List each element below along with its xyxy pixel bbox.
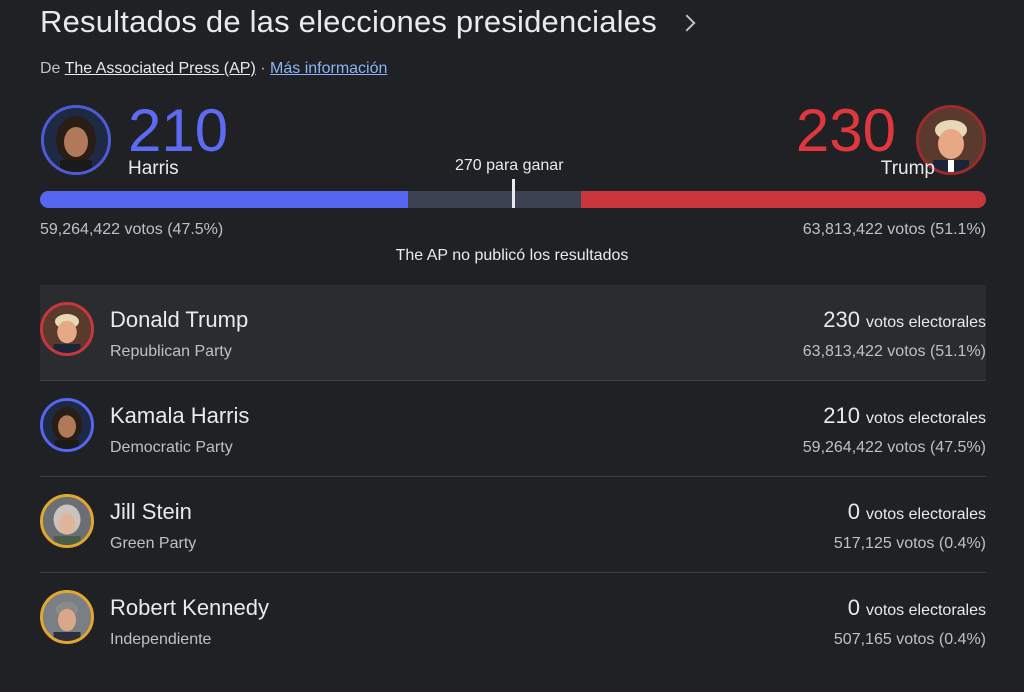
harris-label: Harris — [128, 158, 179, 179]
candidate-row-stein[interactable]: Jill Stein Green Party 0 votos electorale… — [40, 477, 986, 573]
electoral-count: 210 — [823, 403, 860, 428]
source-prefix: De — [40, 60, 61, 77]
harris-avatar — [41, 105, 111, 175]
trump-avatar — [40, 302, 94, 356]
electoral-votes: 230 votos electorales — [823, 307, 986, 333]
trump-label: Trump — [880, 158, 935, 179]
candidate-list: Donald Trump Republican Party 230 votos e… — [40, 285, 986, 669]
win-threshold-marker — [512, 179, 515, 208]
candidate-row-harris[interactable]: Kamala Harris Democratic Party 210 votos … — [40, 381, 986, 477]
trump-popular-votes: 63,813,422 votos (51.1%) — [802, 221, 986, 238]
electoral-label: votos electorales — [865, 410, 986, 427]
candidate-name: Kamala Harris — [110, 403, 250, 428]
candidate-row-kennedy[interactable]: Robert Kennedy Independiente 0 votos elec… — [40, 573, 986, 669]
candidate-name: Donald Trump — [110, 307, 249, 332]
ap-link[interactable]: The Associated Press (AP) — [64, 60, 256, 77]
page-title[interactable]: Resultados de las elecciones presidencia… — [40, 4, 657, 39]
trump-bar-fill — [581, 191, 986, 208]
popular-votes: 59,264,422 votos (47.5%) — [802, 439, 986, 456]
candidate-name: Robert Kennedy — [110, 595, 269, 620]
candidate-party: Independiente — [110, 631, 212, 648]
chevron-right-icon[interactable] — [678, 14, 696, 32]
popular-votes: 517,125 votos (0.4%) — [833, 535, 986, 552]
candidate-name: Jill Stein — [110, 499, 192, 524]
popular-votes: 507,165 votos (0.4%) — [833, 631, 986, 648]
harris-avatar — [40, 398, 94, 452]
stein-avatar — [40, 494, 94, 548]
candidate-party: Republican Party — [110, 343, 232, 360]
source-line: De The Associated Press (AP) · Más infor… — [40, 60, 387, 78]
candidate-party: Green Party — [110, 535, 197, 552]
electoral-label: votos electorales — [865, 314, 986, 331]
harris-bar-fill — [40, 191, 408, 208]
electoral-count: 230 — [823, 307, 860, 332]
kennedy-avatar — [40, 590, 94, 644]
candidate-party: Democratic Party — [110, 439, 233, 456]
electoral-count: 0 — [847, 499, 860, 524]
ap-note: The AP no publicó los resultados — [395, 247, 629, 264]
candidate-row-trump[interactable]: Donald Trump Republican Party 230 votos e… — [40, 285, 986, 381]
popular-votes: 63,813,422 votos (51.1%) — [802, 343, 986, 360]
separator: · — [260, 60, 266, 77]
trump-avatar — [916, 105, 986, 175]
title-row[interactable]: Resultados de las elecciones presidencia… — [40, 4, 696, 40]
electoral-count: 0 — [847, 595, 860, 620]
harris-popular-votes: 59,264,422 votos (47.5%) — [40, 221, 224, 238]
electoral-votes: 0 votos electorales — [848, 499, 986, 525]
electoral-votes: 0 votos electorales — [848, 595, 986, 621]
trump-electoral-count: 230 — [795, 97, 896, 164]
more-info-link[interactable]: Más información — [270, 60, 388, 77]
harris-electoral-count: 210 — [128, 97, 229, 164]
to-win-label: 270 para ganar — [455, 157, 564, 174]
electoral-label: votos electorales — [865, 602, 986, 619]
electoral-votes: 210 votos electorales — [823, 403, 986, 429]
electoral-label: votos electorales — [865, 506, 986, 523]
